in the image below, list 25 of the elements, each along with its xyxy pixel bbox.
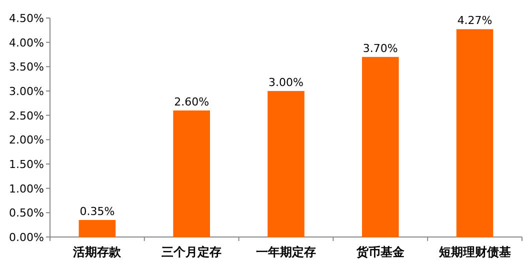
x-tick-label: 活期存款 xyxy=(72,245,122,259)
data-label: 4.27% xyxy=(457,14,492,28)
data-label: 0.35% xyxy=(80,204,115,218)
y-tick-label: 2.00% xyxy=(9,134,44,147)
y-tick-label: 4.00% xyxy=(9,36,44,50)
y-tick-label: 2.50% xyxy=(9,109,44,122)
y-tick-label: 4.50% xyxy=(9,12,44,25)
data-label: 3.00% xyxy=(268,76,304,89)
y-tick-label: 0.00% xyxy=(9,231,44,244)
bar xyxy=(268,91,304,237)
data-label: 3.70% xyxy=(362,42,398,55)
bar xyxy=(362,56,399,237)
data-label: 2.60% xyxy=(174,95,210,108)
y-tick-label: 3.50% xyxy=(9,60,44,74)
y-tick-label: 1.00% xyxy=(9,182,44,196)
x-tick-label: 一年期定存 xyxy=(256,245,316,259)
x-tick-label: 三个月定存 xyxy=(162,245,222,259)
bar xyxy=(78,220,116,237)
y-tick-label: 0.50% xyxy=(9,206,44,220)
y-tick-label: 3.00% xyxy=(9,85,44,98)
y-tick-label: 1.50% xyxy=(9,158,44,171)
x-tick-label: 短期理财债基 xyxy=(438,245,511,259)
bar xyxy=(173,110,210,237)
x-tick-label: 货币基金 xyxy=(355,245,406,259)
bar xyxy=(456,29,494,237)
